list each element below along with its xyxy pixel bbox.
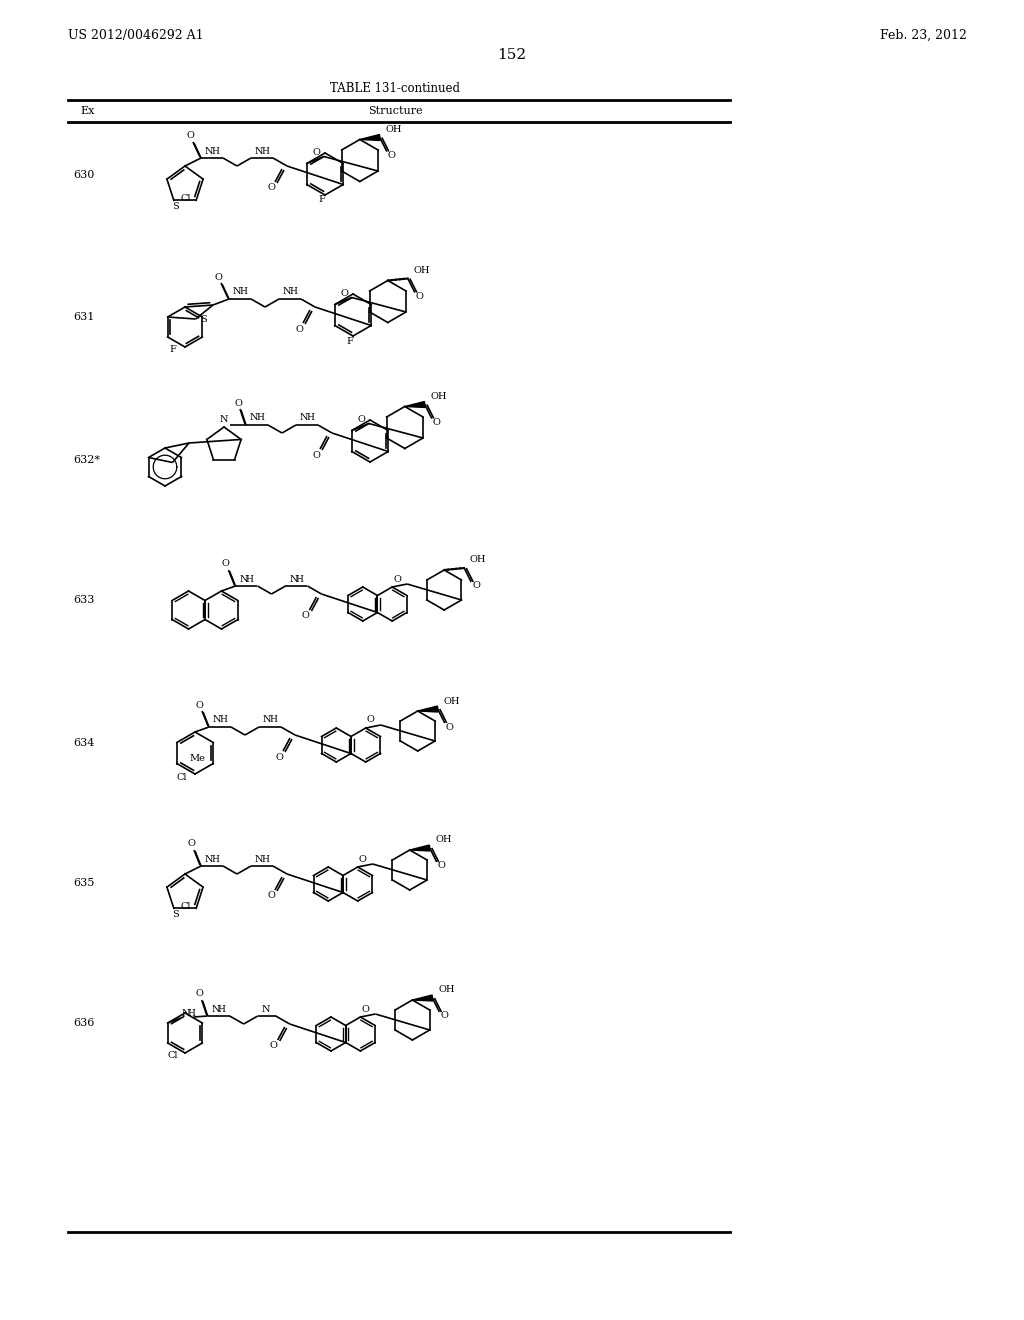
Text: Cl: Cl: [181, 902, 191, 911]
Text: H: H: [218, 1005, 225, 1014]
Text: N: N: [220, 416, 228, 425]
Text: O: O: [267, 183, 274, 193]
Text: N: N: [211, 1005, 220, 1014]
Text: O: O: [275, 752, 283, 762]
Text: O: O: [312, 450, 319, 459]
Text: S: S: [201, 314, 207, 323]
Text: US 2012/0046292 A1: US 2012/0046292 A1: [68, 29, 204, 41]
Text: N: N: [283, 288, 291, 297]
Text: N: N: [289, 574, 298, 583]
Text: F: F: [170, 346, 176, 355]
Text: O: O: [269, 1041, 278, 1051]
Text: O: O: [186, 132, 194, 140]
Text: S: S: [172, 909, 179, 919]
Text: O: O: [416, 292, 424, 301]
Text: Cl: Cl: [177, 772, 187, 781]
Text: 634: 634: [73, 738, 94, 748]
Text: Ex: Ex: [80, 106, 94, 116]
Text: O: O: [196, 990, 204, 998]
Text: OH: OH: [435, 836, 452, 845]
Text: Structure: Structure: [368, 106, 422, 116]
Polygon shape: [418, 706, 438, 711]
Text: O: O: [438, 862, 445, 870]
Text: Me: Me: [189, 754, 205, 763]
Text: H: H: [219, 715, 227, 725]
Text: OH: OH: [430, 392, 447, 401]
Text: N: N: [205, 854, 213, 863]
Text: OH: OH: [386, 125, 402, 135]
Text: O: O: [357, 414, 366, 424]
Text: N: N: [232, 288, 242, 297]
Text: O: O: [433, 418, 440, 426]
Text: O: O: [393, 574, 401, 583]
Text: N: N: [300, 413, 308, 422]
Text: 635: 635: [73, 878, 94, 888]
Text: N: N: [263, 715, 271, 725]
Text: O: O: [445, 722, 454, 731]
Text: N: N: [205, 147, 213, 156]
Text: O: O: [187, 840, 195, 849]
Text: O: O: [472, 582, 480, 590]
Text: N: N: [255, 147, 263, 156]
Text: O: O: [367, 715, 375, 725]
Text: O: O: [221, 560, 229, 569]
Text: OH: OH: [414, 267, 430, 275]
Polygon shape: [359, 135, 380, 140]
Text: N: N: [261, 1005, 270, 1014]
Text: O: O: [214, 272, 222, 281]
Text: H: H: [306, 413, 314, 422]
Text: O: O: [388, 150, 395, 160]
Text: H: H: [269, 715, 276, 725]
Text: N: N: [250, 413, 258, 422]
Text: F: F: [318, 195, 326, 205]
Text: O: O: [234, 399, 242, 408]
Text: 631: 631: [73, 312, 94, 322]
Text: Cl: Cl: [168, 1052, 178, 1060]
Text: O: O: [195, 701, 203, 710]
Polygon shape: [410, 845, 430, 851]
Text: N: N: [181, 1008, 189, 1018]
Text: O: O: [267, 891, 274, 900]
Text: H: H: [289, 288, 297, 297]
Text: 632*: 632*: [73, 455, 100, 465]
Text: H: H: [296, 574, 303, 583]
Text: 633: 633: [73, 595, 94, 605]
Text: H: H: [187, 1008, 196, 1018]
Polygon shape: [413, 995, 433, 1001]
Polygon shape: [404, 401, 425, 408]
Text: O: O: [341, 289, 349, 298]
Text: N: N: [213, 715, 221, 725]
Text: Feb. 23, 2012: Feb. 23, 2012: [880, 29, 967, 41]
Text: H: H: [211, 854, 219, 863]
Text: O: O: [301, 611, 309, 620]
Text: H: H: [246, 574, 253, 583]
Text: 630: 630: [73, 170, 94, 180]
Text: OH: OH: [470, 556, 486, 565]
Text: N: N: [255, 854, 263, 863]
Text: O: O: [358, 854, 367, 863]
Text: O: O: [295, 325, 303, 334]
Text: H: H: [256, 413, 264, 422]
Text: O: O: [361, 1005, 370, 1014]
Text: H: H: [261, 147, 269, 156]
Text: H: H: [239, 288, 247, 297]
Text: 636: 636: [73, 1018, 94, 1028]
Text: TABLE 131-continued: TABLE 131-continued: [330, 82, 460, 95]
Text: OH: OH: [443, 697, 460, 705]
Text: O: O: [440, 1011, 449, 1020]
Text: H: H: [261, 854, 269, 863]
Text: O: O: [313, 148, 321, 157]
Text: N: N: [240, 574, 248, 583]
Text: F: F: [346, 337, 353, 346]
Text: Cl: Cl: [181, 194, 191, 203]
Text: 152: 152: [498, 48, 526, 62]
Text: H: H: [211, 147, 219, 156]
Text: OH: OH: [438, 986, 455, 994]
Text: S: S: [172, 202, 179, 211]
